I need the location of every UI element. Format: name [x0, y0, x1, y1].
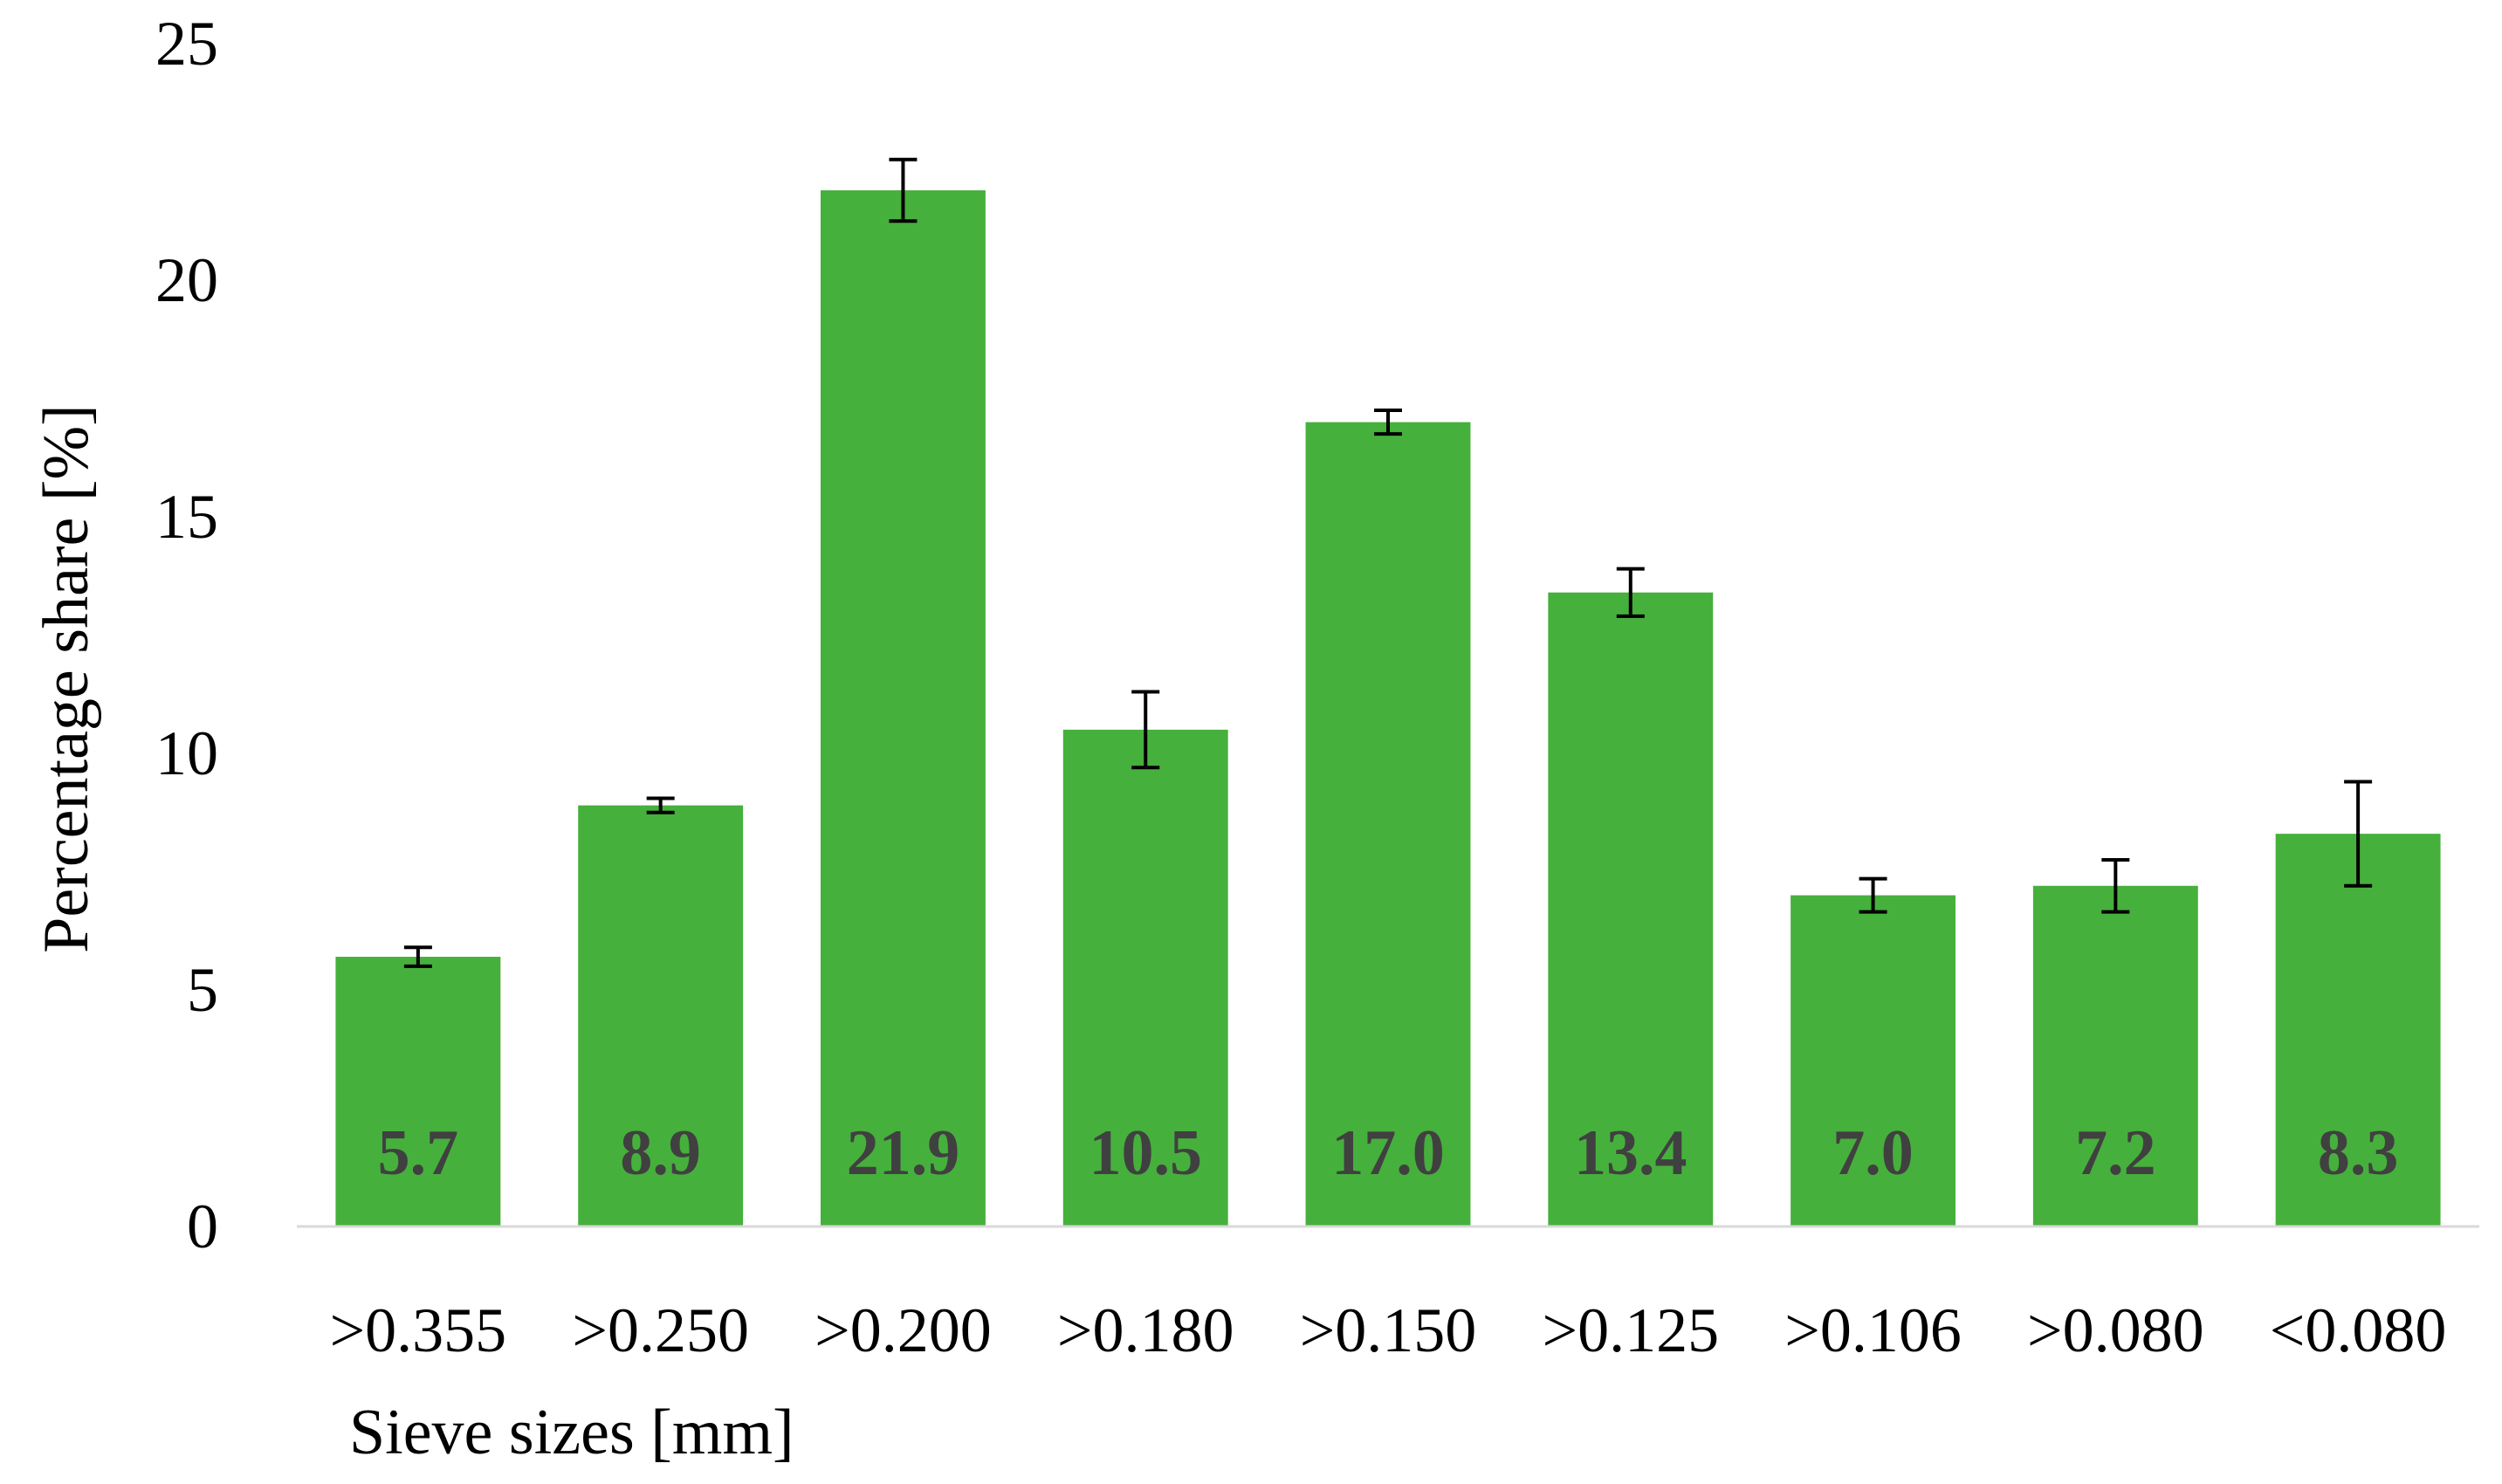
y-axis-title: Percentage share [%] — [31, 404, 102, 953]
x-axis-ticks: >0.355 >0.250 >0.200 >0.180 >0.150 >0.125 >0.1… — [330, 1295, 2447, 1365]
data-label: 8.3 — [2318, 1117, 2399, 1189]
x-axis-title: Sieve sizes [mm] — [349, 1397, 794, 1468]
data-labels: 5.7 8.9 21.9 10.5 17.0 13.4 7.0 7.2 8.3 — [378, 1117, 2399, 1189]
bar — [335, 957, 501, 1226]
bar — [2032, 885, 2198, 1226]
x-tick-label: >0.180 — [1057, 1295, 1234, 1365]
x-tick-label: >0.106 — [1784, 1295, 1962, 1365]
data-label: 17.0 — [1331, 1117, 1445, 1189]
bars — [335, 190, 2441, 1227]
error-bar — [2344, 780, 2373, 888]
data-label: 10.5 — [1089, 1117, 1202, 1189]
data-label: 13.4 — [1574, 1117, 1687, 1189]
data-label: 21.9 — [847, 1117, 960, 1189]
bar — [1548, 592, 1714, 1226]
error-bar — [1374, 409, 1402, 436]
bar — [1305, 422, 1471, 1227]
error-bar — [1616, 567, 1645, 618]
error-bar — [1131, 690, 1160, 770]
error-bar — [2101, 857, 2130, 914]
x-tick-label: <0.080 — [2270, 1295, 2447, 1365]
x-tick-label: >0.250 — [572, 1295, 749, 1365]
bar — [2275, 834, 2441, 1226]
x-tick-label: >0.125 — [1542, 1295, 1719, 1365]
error-bar — [889, 157, 918, 223]
y-tick-label: 0 — [187, 1192, 218, 1261]
y-tick-label: 25 — [155, 9, 218, 79]
y-tick-label: 15 — [155, 482, 218, 552]
bar — [821, 190, 986, 1226]
bar — [578, 805, 744, 1226]
error-bar — [403, 945, 432, 968]
x-tick-label: >0.080 — [2027, 1295, 2204, 1365]
error-bars — [403, 157, 2373, 968]
error-bar — [1859, 876, 1887, 914]
bar — [1062, 729, 1228, 1226]
bar — [1791, 895, 1956, 1226]
error-bar — [646, 796, 675, 814]
x-tick-label: >0.150 — [1300, 1295, 1477, 1365]
data-label: 8.9 — [620, 1117, 701, 1189]
y-tick-label: 5 — [187, 955, 218, 1025]
x-tick-label: >0.355 — [330, 1295, 507, 1365]
data-label: 7.0 — [1832, 1117, 1914, 1189]
y-tick-label: 20 — [155, 245, 218, 315]
data-label: 5.7 — [378, 1117, 459, 1189]
y-tick-label: 10 — [155, 718, 218, 788]
y-axis-ticks: 0 5 10 15 20 25 — [155, 9, 218, 1261]
data-label: 7.2 — [2075, 1117, 2156, 1189]
x-tick-label: >0.200 — [815, 1295, 992, 1365]
